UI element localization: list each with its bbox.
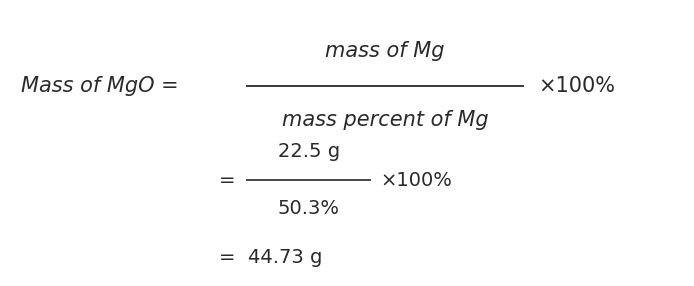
- Text: mass percent of Mg: mass percent of Mg: [282, 110, 489, 130]
- Text: ×100%: ×100%: [380, 171, 452, 190]
- Text: =: =: [219, 248, 235, 267]
- Text: 50.3%: 50.3%: [278, 199, 340, 218]
- Text: Mass of MgO =: Mass of MgO =: [21, 76, 178, 96]
- Text: 22.5 g: 22.5 g: [278, 142, 340, 161]
- Text: =: =: [219, 171, 235, 190]
- Text: mass of Mg: mass of Mg: [325, 41, 445, 61]
- Text: ×100%: ×100%: [538, 76, 615, 96]
- Text: 44.73 g: 44.73 g: [248, 248, 323, 267]
